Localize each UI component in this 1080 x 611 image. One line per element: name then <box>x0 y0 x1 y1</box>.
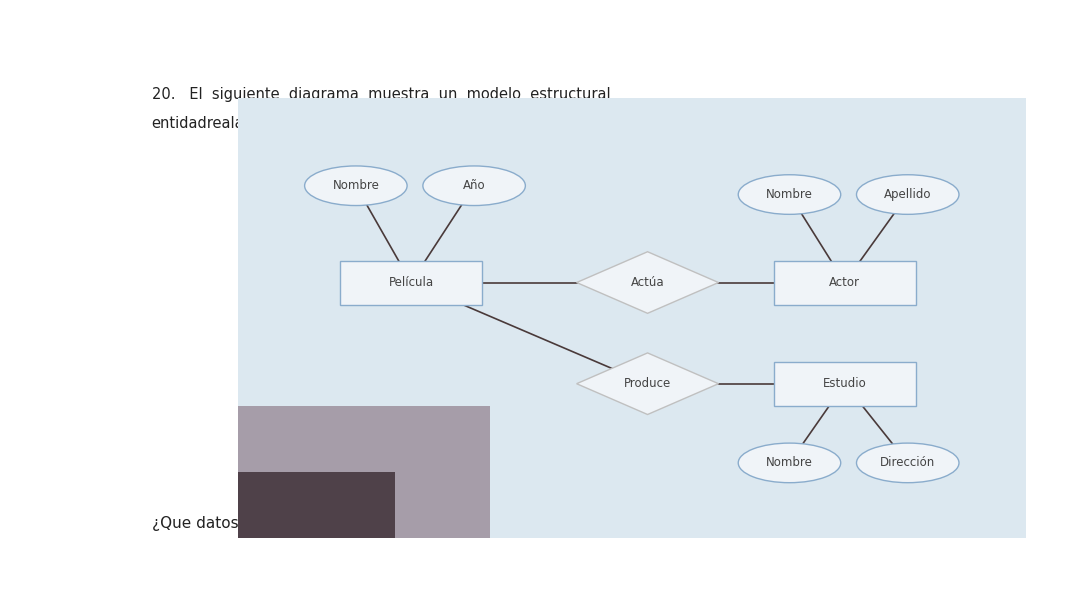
Text: Película: Película <box>389 276 433 289</box>
Ellipse shape <box>305 166 407 205</box>
FancyBboxPatch shape <box>340 260 482 304</box>
Text: Dirección: Dirección <box>880 456 935 469</box>
Text: Actor: Actor <box>829 276 860 289</box>
Text: 20.   El  siguiente  diagrama  muestra  un  modelo  estructural: 20. El siguiente diagrama muestra un mod… <box>151 87 610 103</box>
Text: Nombre: Nombre <box>766 188 813 201</box>
FancyBboxPatch shape <box>773 260 916 304</box>
Ellipse shape <box>856 175 959 214</box>
Text: Nombre: Nombre <box>333 179 379 192</box>
Text: Año: Año <box>463 179 485 192</box>
Text: Nombre: Nombre <box>766 456 813 469</box>
FancyBboxPatch shape <box>238 406 490 538</box>
Ellipse shape <box>739 175 840 214</box>
FancyBboxPatch shape <box>238 472 395 538</box>
Text: Actúa: Actúa <box>631 276 664 289</box>
Text: ¿Que datos representan la entidad?: ¿Que datos representan la entidad? <box>151 516 426 530</box>
Ellipse shape <box>739 443 840 483</box>
Ellipse shape <box>856 443 959 483</box>
FancyBboxPatch shape <box>773 362 916 406</box>
Polygon shape <box>577 353 718 414</box>
Text: entidadrealacion: entidadrealacion <box>151 115 274 131</box>
Text: Apellido: Apellido <box>885 188 931 201</box>
FancyBboxPatch shape <box>238 98 1026 538</box>
Text: Estudio: Estudio <box>823 377 866 390</box>
Text: Produce: Produce <box>624 377 671 390</box>
Ellipse shape <box>423 166 525 205</box>
Polygon shape <box>577 252 718 313</box>
